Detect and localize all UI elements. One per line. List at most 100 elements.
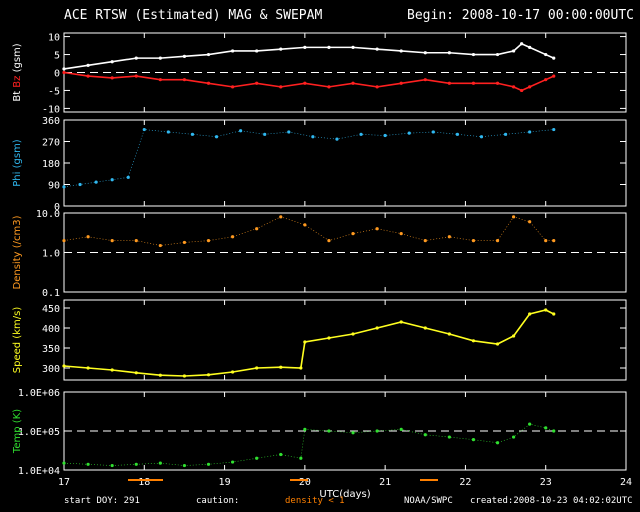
data-point-phi	[287, 130, 291, 134]
y-tick-label: 360	[42, 116, 60, 127]
x-tick-label: 21	[379, 477, 391, 488]
data-point-bz	[134, 74, 138, 78]
data-point-temp	[86, 462, 90, 466]
data-point-bt	[303, 45, 307, 49]
data-point-phi	[190, 132, 195, 136]
data-point-temp	[552, 429, 556, 433]
y-tick-label: 350	[42, 344, 60, 355]
data-point-bz	[110, 76, 114, 80]
y-axis-label-part: Bt	[12, 91, 23, 102]
data-point-speed	[544, 308, 548, 312]
data-point-speed	[134, 371, 138, 375]
y-tick-label: 1.0E+04	[18, 466, 60, 477]
data-point-temp	[134, 462, 138, 466]
data-point-density	[231, 235, 235, 239]
data-point-bt	[182, 54, 187, 58]
data-point-speed	[182, 374, 187, 378]
y-tick-label: 1.0E+05	[18, 427, 60, 438]
data-point-temp	[375, 429, 379, 433]
y-tick-label: 1.0E+06	[18, 388, 60, 399]
begin-time: Begin: 2008-10-17 00:00:00UTC	[407, 8, 634, 23]
data-point-density	[351, 232, 355, 236]
data-point-speed	[62, 364, 66, 368]
y-tick-label: 0	[54, 202, 60, 213]
data-point-density	[303, 223, 307, 227]
data-point-bz	[327, 85, 331, 89]
y-tick-label: 180	[42, 159, 60, 170]
data-point-phi	[479, 135, 484, 139]
y-tick-label: 0.1	[42, 288, 60, 299]
x-tick-label: 24	[620, 477, 632, 488]
data-point-bt	[255, 49, 259, 53]
caution-label: caution:	[196, 496, 240, 506]
data-point-phi	[142, 127, 146, 132]
data-point-bz	[279, 85, 283, 89]
data-point-density	[158, 243, 162, 248]
data-point-density	[255, 227, 259, 231]
data-point-temp	[110, 463, 114, 468]
data-point-temp	[423, 433, 427, 437]
x-tick-label: 23	[540, 477, 552, 488]
y-axis-label: Density (/cm3)	[12, 215, 23, 289]
data-point-speed	[351, 332, 355, 336]
start-doy: start DOY: 291	[64, 496, 140, 506]
y-tick-label: 1.0	[42, 249, 60, 260]
series-line-bt	[63, 42, 555, 70]
data-point-bz	[351, 81, 355, 85]
data-point-bz	[471, 81, 476, 85]
y-tick-label: 270	[42, 138, 60, 149]
data-point-bt	[471, 52, 476, 57]
data-point-temp	[279, 452, 283, 457]
chart-title: ACE RTSW (Estimated) MAG & SWEPAM	[64, 8, 323, 23]
data-point-temp	[158, 461, 162, 465]
x-axis-label: UTC(days)	[319, 489, 370, 500]
data-point-phi	[383, 133, 387, 138]
y-axis-label: Phi (gsm)	[12, 139, 23, 187]
data-point-temp	[299, 456, 303, 460]
data-point-temp	[528, 422, 532, 426]
data-point-speed	[231, 370, 235, 374]
data-point-density	[544, 239, 548, 243]
data-point-density	[86, 235, 90, 239]
data-point-density	[399, 232, 403, 236]
data-point-bt	[206, 52, 211, 57]
created-time: created:2008-10-23 04:02:02UTC	[470, 496, 633, 506]
data-point-temp	[471, 438, 476, 442]
data-point-speed	[303, 340, 307, 344]
data-point-bz	[399, 81, 403, 85]
data-point-bz	[375, 85, 379, 89]
data-point-phi	[455, 132, 459, 136]
data-point-phi	[126, 175, 130, 179]
data-point-bz	[86, 74, 90, 78]
data-point-temp	[182, 463, 187, 468]
data-point-bz	[158, 78, 162, 82]
y-axis-label-part: Bz	[12, 76, 23, 91]
data-point-bt	[231, 49, 235, 53]
data-point-phi	[239, 129, 243, 133]
data-point-phi	[62, 185, 66, 189]
data-point-bz	[303, 81, 307, 85]
data-point-bz	[423, 78, 427, 82]
y-tick-label: -5	[48, 86, 60, 97]
data-point-bz	[552, 74, 556, 78]
panel-frame-phi	[63, 119, 627, 207]
data-point-speed	[86, 366, 90, 370]
data-point-bt	[399, 49, 403, 53]
data-point-temp	[511, 435, 516, 439]
data-point-speed	[206, 373, 211, 377]
data-point-bt	[279, 47, 283, 51]
data-point-speed	[255, 366, 259, 370]
data-point-speed	[447, 332, 451, 336]
data-point-density	[375, 227, 379, 231]
data-point-speed	[552, 312, 556, 316]
data-point-bt	[544, 52, 548, 57]
data-point-bz	[495, 81, 500, 85]
data-point-density	[423, 239, 427, 243]
data-point-speed	[495, 342, 500, 346]
data-point-phi	[335, 137, 339, 141]
data-point-speed	[423, 326, 427, 330]
data-point-temp	[255, 456, 259, 460]
data-point-bt	[528, 45, 532, 49]
data-point-speed	[110, 368, 114, 372]
data-point-temp	[495, 441, 500, 445]
